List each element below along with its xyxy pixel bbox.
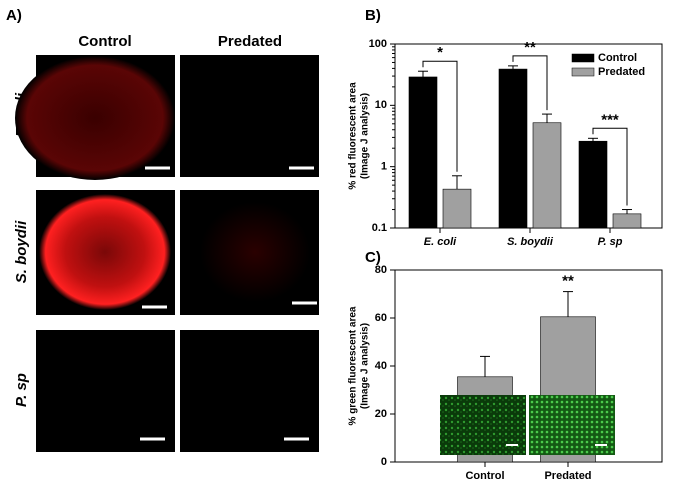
row-label: P. sp [13, 373, 30, 407]
panel-a: A) Control Predated E. coli S. boydii P.… [6, 7, 319, 452]
significance-label: ** [562, 273, 574, 290]
micrograph-blob [200, 202, 310, 302]
y-axis-label: (Image J analysis) [360, 93, 371, 179]
bar [612, 213, 642, 229]
legend-swatch [571, 53, 595, 63]
legend-swatch [571, 67, 595, 77]
bar [532, 122, 562, 229]
y-tick-label: 80 [375, 264, 387, 276]
legend-label: Predated [598, 66, 645, 78]
significance-bracket [422, 60, 458, 172]
y-tick-label: 0 [381, 456, 387, 468]
y-tick-label: 40 [375, 360, 387, 372]
legend-label: Control [598, 52, 637, 64]
bar [442, 188, 472, 229]
y-axis-label: % green fluorescent area [348, 306, 359, 425]
row-label: S. boydii [13, 220, 30, 283]
plot-frame [394, 269, 663, 463]
micrograph [180, 330, 319, 452]
plot-frame [394, 43, 663, 229]
micrograph [36, 330, 175, 452]
bar [498, 68, 528, 229]
column-label: Control [78, 33, 131, 50]
significance-bracket [512, 55, 548, 111]
micrograph-blob [15, 56, 175, 180]
panel-label: C) [365, 249, 381, 266]
significance-label: *** [601, 111, 619, 128]
bar [408, 76, 438, 229]
significance-label: * [437, 44, 443, 61]
y-tick-label: 60 [375, 312, 387, 324]
y-tick-label: 1 [381, 161, 387, 173]
x-tick-label: Control [465, 470, 504, 482]
x-tick-label: Predated [544, 470, 591, 482]
y-tick-label: 100 [369, 38, 387, 50]
x-tick-label: S. boydii [507, 236, 554, 248]
y-tick-label: 20 [375, 408, 387, 420]
panel-label: B) [365, 7, 381, 24]
micrograph [180, 55, 319, 177]
significance-label: ** [524, 39, 536, 56]
y-axis-label: % red fluorescent area [348, 82, 359, 190]
x-tick-label: E. coli [424, 236, 457, 248]
y-tick-label: 0.1 [372, 222, 387, 234]
significance-bracket [592, 127, 628, 206]
column-label: Predated [218, 33, 282, 50]
scale-bars [140, 166, 317, 441]
panel-label: A) [6, 7, 22, 24]
y-tick-label: 10 [375, 99, 387, 111]
y-axis-label: (Image J analysis) [360, 323, 371, 409]
bar [578, 140, 608, 229]
micrograph-blob [39, 194, 171, 310]
x-tick-label: P. sp [598, 236, 623, 248]
